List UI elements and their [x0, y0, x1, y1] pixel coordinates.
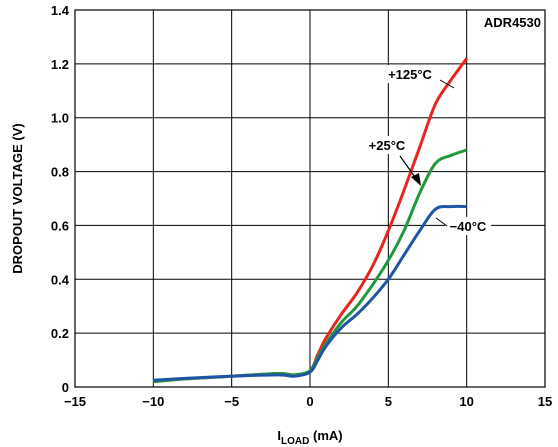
annotation-leader: [439, 79, 455, 89]
x-axis-label: ILOAD (mA): [277, 428, 342, 447]
x-tick-label: −10: [142, 394, 164, 409]
annotation-label: +25°C: [369, 138, 406, 153]
chart-title: ADR4530: [484, 15, 541, 30]
annotation-background: [362, 136, 412, 154]
annotation-background: [381, 65, 439, 83]
y-tick-label: 1.0: [51, 111, 69, 126]
x-tick-label: 0: [306, 394, 313, 409]
x-tick-label: 15: [538, 394, 552, 409]
annotation-leader: [435, 217, 448, 227]
title-background: [471, 12, 543, 32]
y-tick-label: 1.2: [51, 57, 69, 72]
annotation-background: [445, 217, 491, 235]
grid: [75, 10, 545, 387]
annotation-label: +125°C: [388, 67, 432, 82]
x-axis-label-unit: (mA): [309, 428, 342, 443]
x-axis-label-main: I: [277, 428, 281, 443]
y-tick-label: 0.8: [51, 165, 69, 180]
x-tick-labels: −15 −10 −5 0 5 10 15: [64, 394, 552, 409]
y-axis-label: DROPOUT VOLTAGE (V): [10, 123, 25, 273]
x-axis-label-sub: LOAD: [281, 436, 309, 447]
x-tick-label: 10: [459, 394, 473, 409]
x-tick-label: −15: [64, 394, 86, 409]
y-tick-label: 0.4: [51, 272, 70, 287]
series-lines: [153, 57, 468, 384]
series-line-2: [153, 204, 467, 382]
annotation-arrowhead: [411, 173, 421, 186]
y-tick-label: 1.4: [51, 3, 70, 18]
series-annotations: +125°C +25°C −40°C: [362, 65, 491, 235]
plot-frame: [74, 9, 546, 388]
y-tick-labels: 0 0.2 0.4 0.6 0.8 1.0 1.2 1.4: [51, 3, 70, 395]
x-tick-label: 5: [385, 394, 392, 409]
y-tick-label: 0: [62, 380, 69, 395]
x-tick-label: −5: [224, 394, 239, 409]
y-tick-label: 0.2: [51, 326, 69, 341]
annotation-label: −40°C: [450, 219, 487, 234]
y-tick-label: 0.6: [51, 218, 69, 233]
